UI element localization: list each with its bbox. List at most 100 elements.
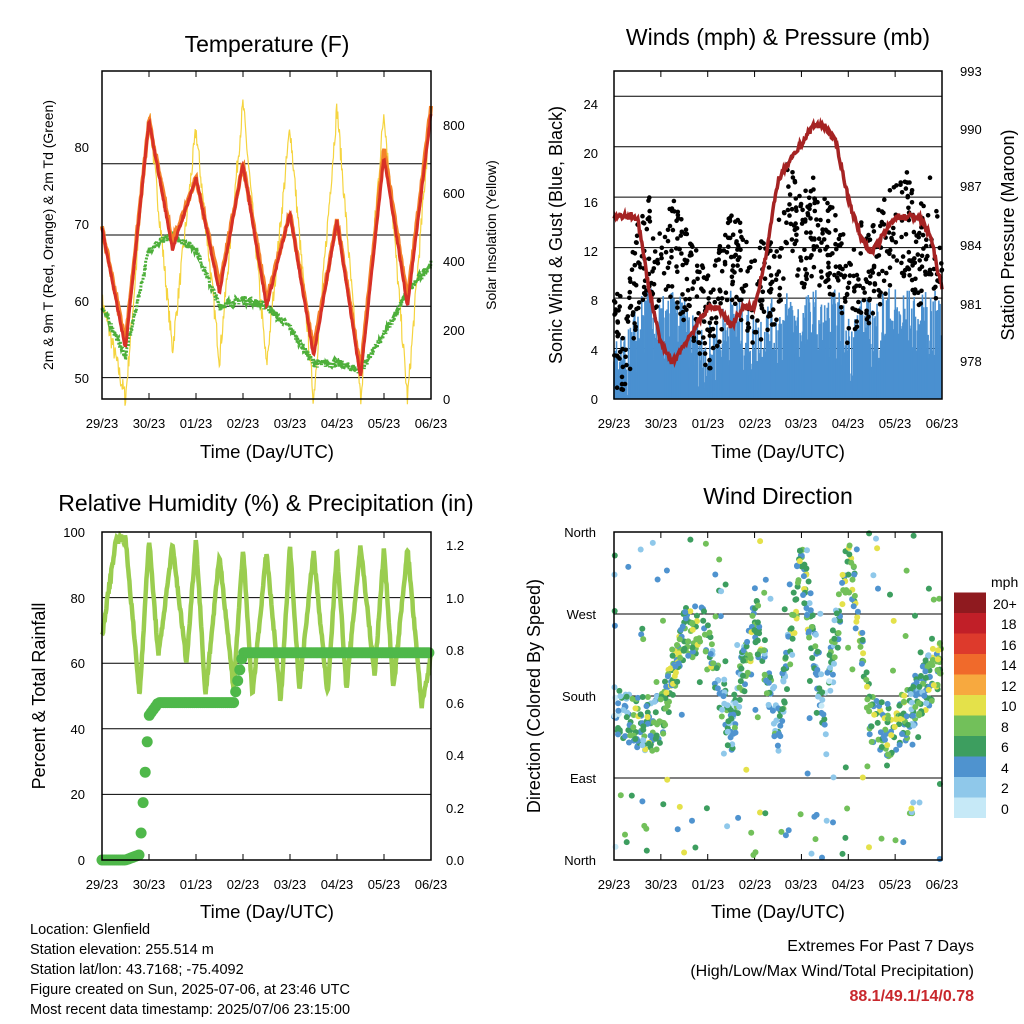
xtick-label: 04/23	[321, 877, 354, 892]
precip-point	[423, 647, 435, 659]
direction-point	[823, 751, 830, 758]
gust-point	[819, 240, 824, 245]
direction-point	[846, 551, 853, 558]
direction-point	[806, 715, 813, 722]
direction-point	[664, 776, 671, 783]
xtick-label: 05/23	[368, 877, 401, 892]
gust-point	[659, 245, 665, 251]
direction-point	[731, 724, 738, 731]
direction-point	[660, 801, 667, 808]
gust-point	[927, 175, 933, 180]
direction-point	[649, 539, 656, 546]
direction-point	[748, 829, 755, 836]
gust-point	[677, 246, 682, 252]
gust-point	[669, 248, 674, 253]
gust-point	[730, 232, 736, 237]
gust-point	[640, 297, 646, 303]
gust-point	[728, 254, 734, 260]
winds-series	[611, 117, 945, 399]
gust-point	[894, 258, 900, 263]
gust-point	[718, 289, 723, 294]
gust-point	[818, 269, 824, 274]
gust-point	[920, 232, 926, 238]
gust-point	[870, 311, 876, 316]
direction-point	[623, 714, 630, 721]
gust-point	[694, 263, 700, 269]
direction-point	[720, 693, 727, 700]
ytick-label: 8	[591, 293, 598, 308]
gust-point	[818, 217, 823, 223]
direction-point	[784, 686, 790, 693]
gust-point	[629, 267, 635, 273]
y2tick-label: 0.0	[446, 853, 464, 868]
xtick-label: 29/23	[86, 877, 119, 892]
direction-point	[854, 614, 861, 621]
gust-point	[910, 287, 915, 293]
gust-point	[862, 290, 867, 295]
direction-point	[721, 676, 728, 683]
station-elevation: Station elevation: 255.514 m	[30, 942, 214, 958]
gust-point	[913, 276, 918, 282]
direction-point	[628, 792, 635, 799]
direction-point	[653, 679, 660, 685]
direction-point	[878, 835, 885, 842]
direction-point	[681, 645, 688, 652]
direction-point	[904, 729, 911, 736]
y2tick-label: 993	[960, 64, 982, 79]
gust-point	[765, 327, 770, 333]
gust-point	[723, 290, 729, 296]
gust-point	[915, 252, 921, 257]
gust-point	[681, 317, 686, 323]
gust-point	[788, 221, 794, 227]
gust-point	[823, 227, 828, 233]
gust-point	[707, 357, 712, 363]
direction-point	[851, 571, 858, 578]
ytick-label: 70	[75, 217, 89, 232]
gust-point	[641, 284, 647, 290]
gust-point	[921, 203, 926, 209]
gust-point	[789, 206, 795, 212]
gust-point	[826, 230, 832, 235]
gust-point	[812, 236, 817, 241]
gust-point	[680, 292, 685, 297]
direction-point	[910, 799, 917, 806]
y2tick-label: 0.4	[446, 748, 464, 763]
direction-point	[687, 608, 694, 615]
gust-point	[702, 340, 708, 346]
direction-point	[724, 742, 731, 749]
direction-point	[627, 732, 634, 739]
direction-point	[806, 678, 813, 684]
gust-point	[838, 305, 844, 310]
gust-point	[675, 236, 680, 241]
direction-point	[682, 615, 689, 622]
y2tick-label: 1.0	[446, 591, 464, 606]
direction-point	[689, 626, 696, 633]
gust-point	[627, 305, 633, 310]
gust-point	[707, 320, 713, 326]
ytick-label: 12	[584, 244, 598, 259]
gust-point	[777, 254, 782, 259]
gust-point	[804, 255, 809, 261]
gust-point	[659, 255, 664, 261]
temperature-panel: Temperature (F) 50 60 70 80 0 200 400 60…	[40, 31, 499, 462]
direction-point	[611, 622, 618, 629]
gust-point	[883, 291, 888, 297]
gust-point	[701, 289, 706, 294]
gust-point	[739, 286, 745, 292]
gust-point	[687, 296, 692, 302]
gust-point	[632, 321, 637, 326]
direction-point	[767, 595, 774, 602]
gust-point	[899, 260, 904, 266]
direction-point	[917, 673, 924, 679]
humidity-right-ticks: 0.0 0.2 0.4 0.6 0.8 1.0 1.2	[446, 538, 464, 868]
gust-point	[679, 229, 685, 235]
ytick-label: 0	[78, 853, 85, 868]
gust-point	[808, 188, 814, 194]
ytick-label: 0	[591, 392, 598, 407]
gust-point	[627, 366, 633, 372]
direction-point	[682, 609, 689, 615]
direction-point	[787, 661, 794, 668]
gust-point	[815, 223, 821, 228]
ytick-label: 60	[75, 294, 89, 309]
direction-point	[724, 728, 731, 735]
